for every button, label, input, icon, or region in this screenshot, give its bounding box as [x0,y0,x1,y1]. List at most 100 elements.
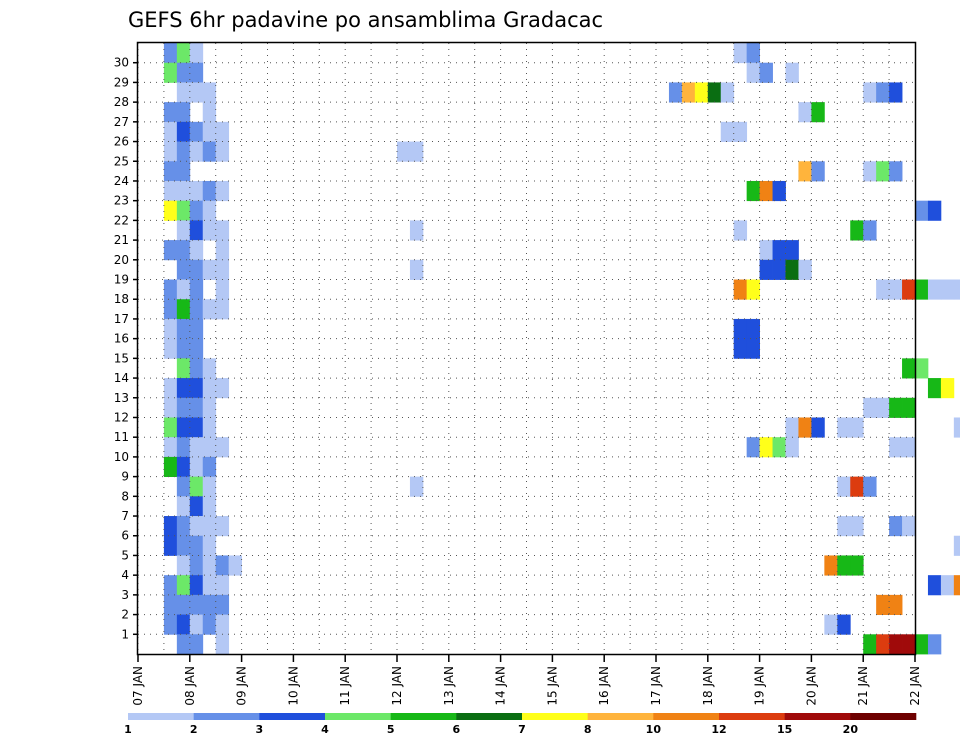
heatmap-cell [902,358,916,379]
heatmap-cell [668,82,683,103]
colorbar-label: 2 [190,723,198,736]
heatmap-cell [202,456,217,478]
heatmap-cell [876,82,890,103]
heatmap-cell [176,535,191,556]
grid-lines [137,43,915,654]
heatmap-cell [202,575,217,596]
heatmap-cell [163,397,178,418]
heatmap-cell [837,417,851,438]
heatmap-cell [215,141,230,162]
heatmap-cell [927,200,942,221]
colorbar-label: 15 [777,723,792,736]
colorbar-label: 3 [256,723,264,736]
y-tick-label: 24 [114,174,129,188]
x-tick-label: 07 JAN [131,666,145,706]
heatmap-cell [163,180,178,202]
heatmap-cell [228,555,242,576]
heatmap-cell [163,378,178,399]
heatmap-cell [176,82,191,103]
heatmap-cell [811,102,825,123]
heatmap-cell [189,279,204,300]
heatmap-cell [163,338,178,359]
heatmap-cell [953,575,960,596]
heatmap-cell [176,200,191,221]
heatmap-cell [189,141,204,162]
heatmap-cell [863,220,877,241]
y-tick-label: 23 [114,194,129,208]
heatmap-cell [876,594,890,615]
heatmap-cell [176,594,191,615]
heatmap-cell [189,240,204,261]
heatmap-cell [189,496,204,517]
y-tick-label: 19 [114,273,129,287]
heatmap-cell [850,476,864,497]
x-tick-label: 10 JAN [286,666,300,706]
chart-title: GEFS 6hr padavine po ansamblima Gradacac [128,8,603,32]
y-axis: 1234567891011121314151617181920212223242… [114,56,138,641]
x-tick-label: 12 JAN [390,666,404,706]
heatmap-cell [889,516,903,537]
y-tick-label: 5 [121,548,129,562]
heatmap-cell [189,62,204,83]
heatmap-cell [189,634,204,655]
heatmap-cell [927,575,942,596]
heatmap-cell [163,516,178,537]
heatmap-cell [927,634,942,655]
heatmap-cell [176,397,191,418]
heatmap-cell [202,378,217,399]
heatmap-cell [733,338,748,359]
colorbar-swatch [128,713,194,720]
heatmap-cell [850,417,864,438]
heatmap-cell [163,43,178,64]
heatmap-cell [163,62,178,83]
heatmap-cell [785,417,799,438]
heatmap-cell [733,121,748,142]
heatmap-cell [202,220,217,241]
heatmap-cell [772,259,786,280]
heatmap-cell [940,378,955,399]
heatmap-cell [202,102,217,123]
colorbar-label: 4 [321,723,329,736]
y-tick-label: 21 [114,233,129,247]
heatmap-cell [785,259,799,280]
heatmap-cell [202,555,217,576]
y-tick-label: 13 [114,391,129,405]
heatmap-cell [176,476,191,497]
heatmap-cell [889,437,903,458]
heatmap-cell [176,555,191,576]
x-tick-label: 19 JAN [753,666,767,706]
heatmap-cell [189,614,204,635]
heatmap-cell [772,180,786,202]
heatmap-cell [902,279,916,300]
x-tick-label: 16 JAN [597,666,611,706]
colorbar-label: 5 [387,723,395,736]
heatmap-cell [733,318,748,340]
heatmap-cell [940,279,955,300]
heatmap-cell [889,397,903,418]
heatmap-cell [163,318,178,340]
heatmap-cell [176,634,191,655]
heatmap-cell [202,180,217,202]
heatmap-cell [863,82,877,103]
y-tick-label: 30 [114,56,129,70]
heatmap-cell [202,299,217,320]
y-tick-label: 6 [121,529,129,543]
heatmap-cell [189,318,204,340]
heatmap-cell [837,516,851,537]
heatmap-cell [202,516,217,537]
heatmap-cell [733,43,748,64]
heatmap-cell [889,634,903,655]
heatmap-cell [189,575,204,596]
heatmap-cell [824,555,838,576]
colorbar-swatch [719,713,785,720]
heatmap-cell [189,555,204,576]
heatmap-cell [798,161,812,182]
heatmap-cell [189,121,204,142]
heatmap-cell [759,437,773,458]
colorbar-label: 20 [843,723,859,736]
heatmap-cell [176,180,191,202]
heatmap-cell [189,358,204,379]
colorbar-swatch [325,713,391,720]
y-tick-label: 1 [121,627,129,641]
heatmap-cell [850,220,864,241]
